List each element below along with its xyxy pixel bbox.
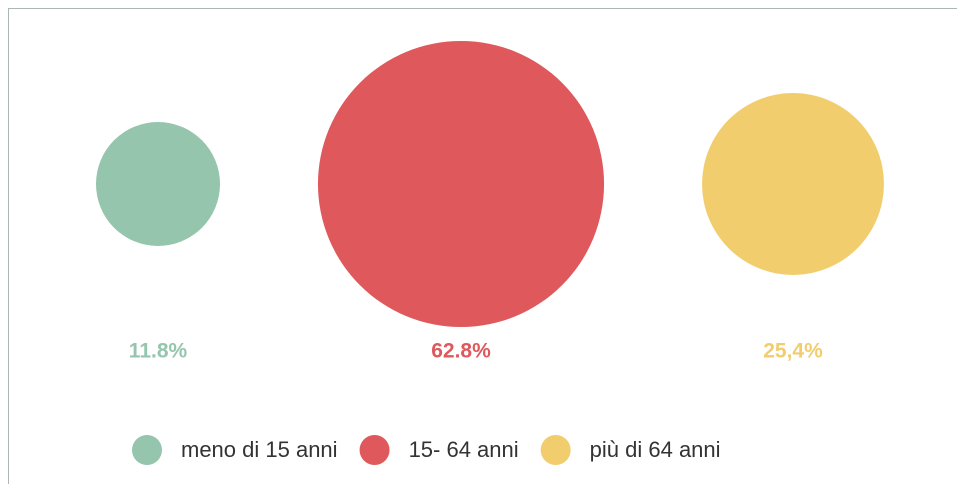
legend-swatch xyxy=(540,435,571,465)
legend-label: meno di 15 anni xyxy=(181,437,338,462)
value-label: 25,4% xyxy=(763,340,823,363)
legend-swatch xyxy=(132,435,162,465)
legend-swatch xyxy=(359,435,390,465)
legend-label: 15- 64 anni xyxy=(409,437,519,462)
legend-label: più di 64 anni xyxy=(590,437,721,462)
value-label: 11.8% xyxy=(129,340,188,363)
bubble xyxy=(317,40,605,328)
value-label: 62.8% xyxy=(431,340,491,363)
bubble xyxy=(702,93,884,275)
bubble xyxy=(95,121,221,247)
